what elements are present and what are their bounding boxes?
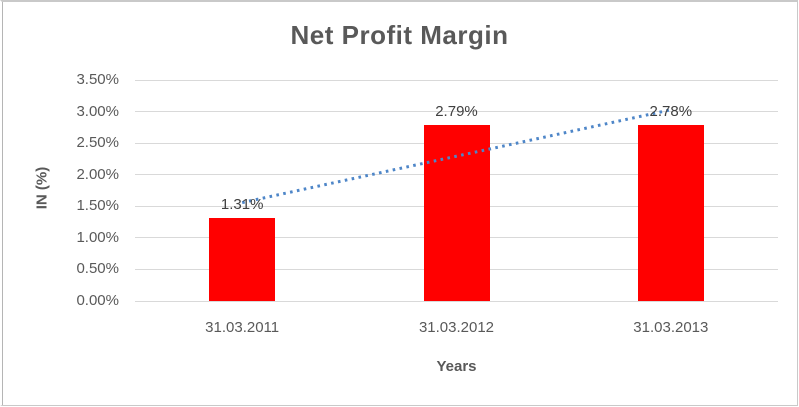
x-category-label: 31.03.2013 [633, 319, 709, 336]
y-tick-label: 1.00% [76, 228, 119, 246]
data-label: 1.31% [220, 196, 264, 214]
y-tick-label: 3.50% [76, 71, 119, 88]
x-axis-title: Years [436, 358, 477, 375]
bar-31.03.2011 [209, 218, 276, 301]
plot-area [135, 79, 778, 302]
data-label: 2.79% [435, 102, 478, 120]
y-tick-label: 1.50% [76, 197, 119, 215]
gridline [135, 300, 778, 302]
bar-31.03.2012 [423, 124, 490, 301]
chart-title: Net Profit Margin [290, 20, 509, 50]
y-tick-label: 0.50% [76, 260, 119, 278]
y-tick-label: 2.00% [76, 165, 119, 183]
gridline [135, 79, 778, 81]
x-category-label: 31.03.2011 [205, 319, 280, 336]
y-axis-title: IN (%) [33, 166, 51, 210]
data-label: 2.78% [649, 103, 693, 121]
y-tick-label: 2.50% [76, 134, 119, 152]
trendline [241, 108, 672, 205]
gridline [135, 111, 778, 113]
x-category-label: 31.03.2012 [418, 319, 495, 336]
bar-31.03.2013 [637, 125, 704, 301]
y-tick-label: 3.00% [76, 102, 119, 120]
y-tick-label: 0.00% [76, 292, 119, 309]
